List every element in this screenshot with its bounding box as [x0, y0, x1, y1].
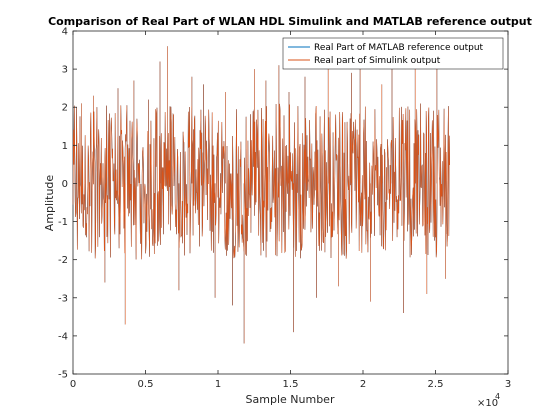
- legend-label-simulink: Real part of Simulink output: [314, 56, 441, 66]
- x-exponent: ×10 4: [477, 392, 500, 409]
- x-tick-label: 1: [215, 379, 221, 390]
- y-tick-label: 0: [62, 179, 68, 190]
- ticks-layer: 0 0.5 1 1.5 2 2.5 3 -5 -4 -3 -2 -1 0 1 2 3 4: [58, 27, 511, 391]
- x-axis-label: Sample Number: [246, 393, 335, 406]
- x-exponent-power: 4: [495, 392, 500, 401]
- y-tick-label: -3: [58, 293, 68, 304]
- x-tick-label: 2: [360, 379, 366, 390]
- y-axis-label: Amplitude: [43, 175, 56, 232]
- y-tick-label: -5: [58, 370, 68, 381]
- y-tick-label: 2: [62, 103, 68, 114]
- y-tick-label: -2: [58, 255, 68, 266]
- series-line-simulink: [72, 46, 450, 344]
- legend: Real Part of MATLAB reference output Rea…: [282, 37, 504, 70]
- y-tick-label: -4: [58, 331, 68, 342]
- legend-box: [282, 37, 504, 70]
- y-tick-label: 3: [62, 65, 68, 76]
- chart-title: Comparison of Real Part of WLAN HDL Simu…: [48, 15, 532, 28]
- legend-label-matlab: Real Part of MATLAB reference output: [314, 43, 484, 53]
- x-exponent-base: ×10: [477, 398, 498, 409]
- x-tick-label: 0.5: [138, 379, 154, 390]
- y-tick-label: -1: [58, 217, 68, 228]
- y-tick-label: 1: [62, 141, 68, 152]
- x-tick-label: 2.5: [428, 379, 444, 390]
- x-tick-label: 0: [70, 379, 76, 390]
- x-tick-label: 3: [505, 379, 511, 390]
- y-tick-label: 4: [62, 27, 68, 38]
- plot-area: 0 0.5 1 1.5 2 2.5 3 -5 -4 -3 -2 -1 0 1 2 3 4: [58, 27, 511, 391]
- x-tick-label: 1.5: [283, 379, 299, 390]
- series-layer: [72, 46, 450, 344]
